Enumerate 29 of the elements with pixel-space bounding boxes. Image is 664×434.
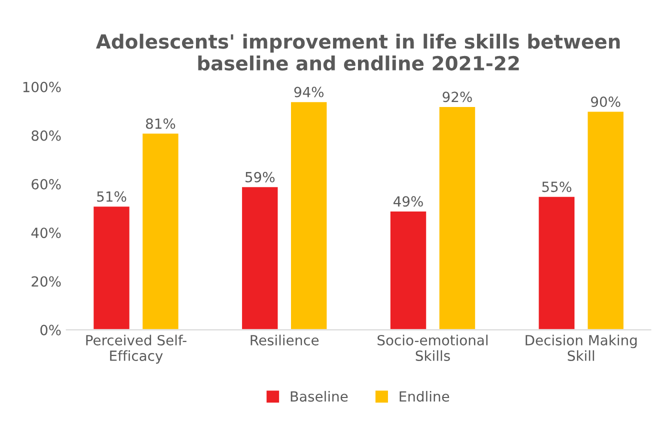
x-tick-label: Socio-emotional Skills: [378, 334, 488, 362]
data-label: 49%: [394, 196, 423, 207]
y-tick-label: 0%: [40, 324, 61, 336]
bar: [389, 210, 428, 330]
y-tick-label: 80%: [32, 130, 61, 141]
bar: [438, 106, 476, 330]
x-tick-label: Resilience: [250, 334, 319, 346]
bar: [586, 110, 625, 330]
data-label: 51%: [97, 191, 126, 202]
bar: [92, 205, 131, 330]
legend-label: Endline: [400, 390, 450, 402]
y-tick-label: 20%: [32, 276, 61, 287]
data-label: 55%: [542, 182, 572, 192]
bar: [290, 100, 328, 330]
legend-label: Baseline: [290, 390, 348, 402]
data-label: 90%: [591, 96, 620, 108]
bar: [537, 195, 576, 330]
data-label: 59%: [246, 172, 275, 182]
x-tick-label: Decision Making Skill: [526, 334, 637, 362]
bar: [141, 132, 180, 330]
y-tick-label: 60%: [32, 178, 61, 190]
chart-title: Adolescents' improvement in life skills between baseline and endline 2021-22: [96, 34, 620, 71]
y-tick-label: 40%: [31, 228, 61, 238]
y-tick-label: 100%: [23, 82, 61, 92]
data-label: 81%: [146, 118, 176, 129]
data-label: 94%: [294, 86, 324, 98]
data-label: 92%: [442, 92, 472, 102]
x-tick-label: Perceived Self-Efficacy: [86, 334, 186, 364]
bar: [240, 186, 280, 330]
